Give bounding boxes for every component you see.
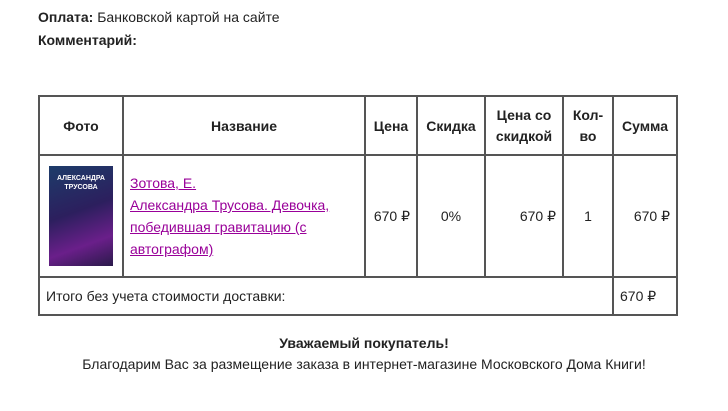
author-link[interactable]: Зотова, Е. [130,175,197,191]
table-row: АЛЕКСАНДРА ТРУСОВА Зотова, Е. Александра Т… [38,154,678,278]
thanks-text: Благодарим Вас за размещение заказа в ин… [82,356,646,372]
table-header: Фото Название Цена Скидка Цена со скидко… [38,95,678,156]
order-table: Фото Название Цена Скидка Цена со скидко… [38,95,678,316]
greeting: Уважаемый покупатель! [279,335,449,351]
comment-label: Комментарий: [38,32,137,48]
discounted-price-cell: 670 ₽ [484,154,564,278]
payment-line: Оплата: Банковской картой на сайте [38,9,280,25]
comment-line: Комментарий: [38,32,137,48]
total-value: 670 ₽ [612,276,678,316]
header-name: Название [122,95,366,156]
name-cell: Зотова, Е. Александра Трусова. Девочка, п… [122,154,366,278]
header-photo: Фото [38,95,124,156]
header-discount: Скидка [416,95,486,156]
payment-value: Банковской картой на сайте [97,9,280,25]
total-label: Итого без учета стоимости доставки: [38,276,614,316]
photo-cell: АЛЕКСАНДРА ТРУСОВА [38,154,124,278]
book-cover-image[interactable]: АЛЕКСАНДРА ТРУСОВА [49,166,113,266]
sum-cell: 670 ₽ [612,154,678,278]
header-price: Цена [364,95,418,156]
total-row: Итого без учета стоимости доставки: 670 … [38,276,678,316]
price-cell: 670 ₽ [364,154,418,278]
title-link[interactable]: Александра Трусова. Девочка, победившая … [130,197,330,257]
header-sum: Сумма [612,95,678,156]
qty-cell: 1 [562,154,614,278]
discount-cell: 0% [416,154,486,278]
payment-label: Оплата: [38,9,94,25]
header-qty: Кол-во [562,95,614,156]
header-discounted-price: Цена со скидкой [484,95,564,156]
